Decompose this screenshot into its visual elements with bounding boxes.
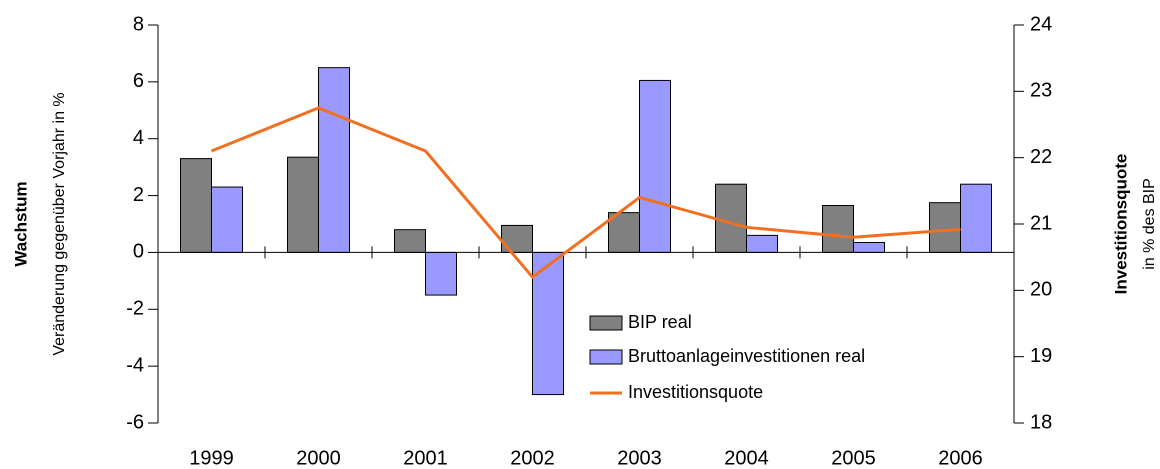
y-tick-label: 2 bbox=[133, 184, 144, 206]
x-tick-label: 2005 bbox=[831, 447, 876, 469]
bar bbox=[287, 156, 319, 253]
x-tick-label: 2003 bbox=[617, 447, 662, 469]
bar bbox=[853, 241, 885, 253]
y-tick-label: 6 bbox=[133, 70, 144, 92]
y2-tick-label: 22 bbox=[1030, 146, 1052, 168]
y2-tick-label: 19 bbox=[1030, 345, 1052, 367]
bar bbox=[318, 67, 350, 253]
y2-axis-subtitle: in % des BIP bbox=[1141, 178, 1158, 270]
line bbox=[210, 106, 961, 280]
x-tick-label: 2001 bbox=[403, 447, 448, 469]
y2-tick-label: 20 bbox=[1030, 279, 1052, 301]
y-tick-label: 4 bbox=[133, 127, 144, 149]
legend-swatch bbox=[589, 349, 623, 365]
x-tick-label: 2006 bbox=[938, 447, 983, 469]
y-tick-label: -4 bbox=[126, 354, 144, 376]
bar bbox=[180, 158, 212, 253]
x-tick-label: 2000 bbox=[296, 447, 341, 469]
bar bbox=[929, 202, 961, 253]
bar bbox=[822, 205, 854, 253]
y2-tick-label: 23 bbox=[1030, 80, 1052, 102]
y-axis-title: Wachstum bbox=[11, 181, 30, 266]
y2-axis-title: Investitionsquote bbox=[1111, 154, 1130, 295]
legend-label: Investitionsquote bbox=[628, 382, 763, 402]
x-tick-label: 2002 bbox=[510, 447, 555, 469]
bar bbox=[746, 234, 778, 253]
bar bbox=[639, 79, 671, 253]
y-tick-label: -6 bbox=[126, 411, 144, 433]
y2-tick-label: 18 bbox=[1030, 411, 1052, 433]
legend-label: Bruttoanlageinvestitionen real bbox=[628, 346, 865, 366]
y-axis-subtitle: Veränderung gegenüber Vorjahr in % bbox=[51, 92, 68, 355]
bar bbox=[425, 251, 457, 296]
y-tick-label: 0 bbox=[133, 241, 144, 263]
y-tick-label: 8 bbox=[133, 13, 144, 35]
x-tick-label: 1999 bbox=[189, 447, 234, 469]
y-tick-label: -2 bbox=[126, 298, 144, 320]
x-tick-label: 2004 bbox=[724, 447, 769, 469]
legend-label: BIP real bbox=[628, 312, 692, 332]
bar bbox=[960, 183, 992, 253]
bar bbox=[715, 183, 747, 253]
legend-swatch bbox=[589, 315, 623, 331]
y2-tick-label: 21 bbox=[1030, 212, 1052, 234]
bar bbox=[394, 229, 426, 253]
bar bbox=[501, 224, 533, 253]
y2-tick-label: 24 bbox=[1030, 13, 1052, 35]
bar bbox=[532, 251, 564, 396]
bar bbox=[211, 186, 243, 253]
